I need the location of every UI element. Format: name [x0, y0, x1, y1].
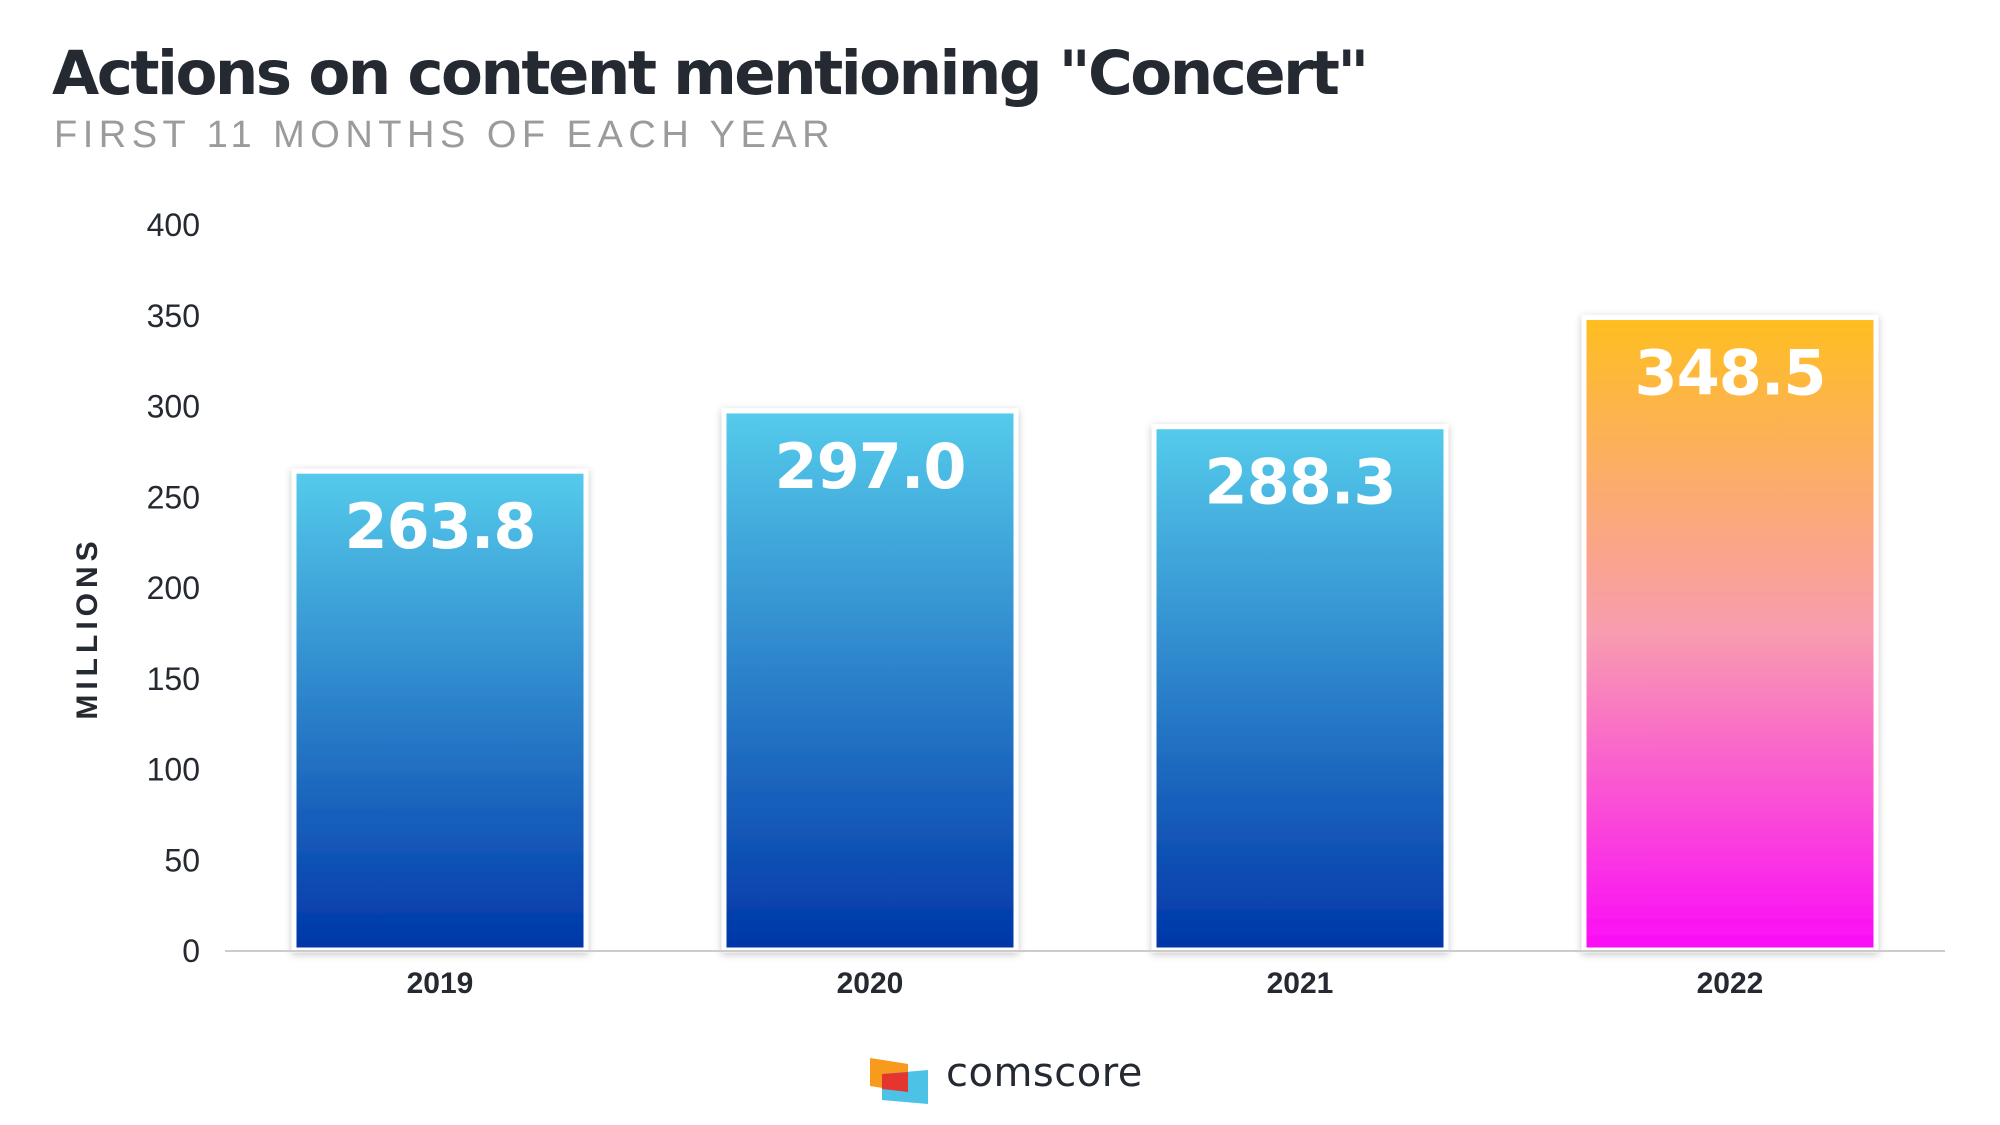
y-axis: 0 50 100 150 200 250 300 350 400	[147, 207, 200, 969]
x-tick-label: 2021	[1267, 967, 1334, 1000]
x-tick-label: 2020	[837, 967, 904, 1000]
chart-title: Actions on content mentioning "Concert"	[52, 38, 1369, 109]
chart-subtitle: FIRST 11 MONTHS OF EACH YEAR	[54, 114, 836, 156]
y-tick-label: 250	[147, 479, 200, 515]
y-tick-label: 350	[147, 298, 200, 334]
bar-value-label: 348.5	[1634, 336, 1825, 409]
y-tick-label: 200	[147, 570, 200, 606]
y-tick-label: 50	[164, 842, 200, 878]
y-tick-label: 0	[182, 933, 200, 969]
y-axis-label: MILLIONS	[71, 536, 104, 719]
bar-2021	[1151, 424, 1449, 953]
x-axis: 2019 2020 2021 2022	[225, 950, 1945, 1000]
comscore-logo-icon	[870, 1058, 928, 1104]
y-tick-label: 400	[147, 207, 200, 243]
bar-value-label: 288.3	[1204, 446, 1395, 519]
bars: 263.8 297.0 288.3 348.5	[291, 314, 1879, 953]
bar-2022	[1581, 314, 1879, 953]
bar-chart: 0 50 100 150 200 250 300 350 400 263.8 297.0 288.3…	[71, 207, 1945, 1000]
y-tick-label: 100	[147, 752, 200, 788]
y-tick-label: 150	[147, 661, 200, 697]
bar-2020	[721, 408, 1019, 953]
x-tick-label: 2022	[1697, 967, 1764, 1000]
comscore-wordmark: comscore	[946, 1050, 1143, 1096]
bar-value-label: 297.0	[774, 430, 965, 503]
x-tick-label: 2019	[407, 967, 474, 1000]
y-tick-label: 300	[147, 389, 200, 425]
bar-value-label: 263.8	[344, 490, 535, 563]
